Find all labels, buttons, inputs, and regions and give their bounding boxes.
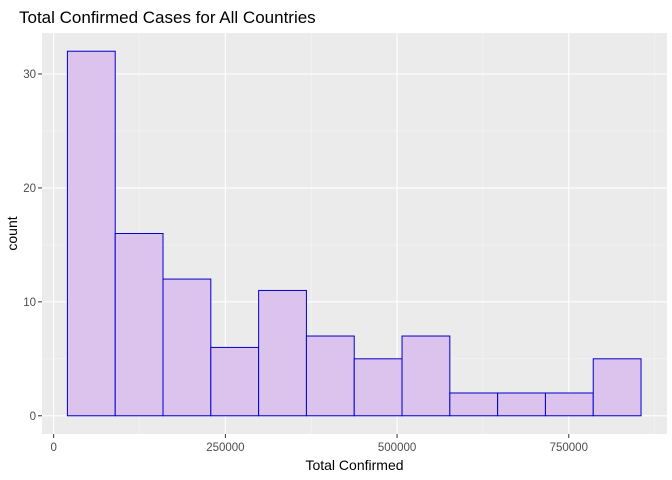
histogram-bar: [66, 50, 116, 417]
x-tick-label: 0: [50, 442, 56, 454]
histogram-bar: [497, 392, 546, 417]
x-tick-label: 250000: [206, 442, 244, 454]
histogram-bar: [305, 335, 355, 417]
y-tick-label: 30: [23, 69, 36, 81]
x-axis-title: Total Confirmed: [305, 457, 403, 473]
y-axis-ticks: 0 10 20 30: [23, 69, 42, 423]
histogram-bar: [592, 358, 642, 417]
y-tick-label: 0: [30, 411, 36, 423]
chart-title: Total Confirmed Cases for All Countries: [19, 8, 316, 27]
histogram-bar: [258, 289, 307, 417]
y-tick-label: 20: [23, 183, 36, 195]
x-axis-ticks: 0 250000 500000 750000: [50, 434, 588, 454]
histogram-bar: [544, 392, 594, 417]
minor-gridlines: [42, 33, 667, 434]
y-tick-label: 10: [23, 297, 36, 309]
histogram-bar: [162, 278, 212, 417]
y-axis-title: count: [4, 216, 20, 250]
histogram-bar: [210, 346, 260, 417]
histogram-bar: [401, 335, 451, 417]
histogram-bar: [353, 358, 403, 417]
x-tick-label: 750000: [550, 442, 588, 454]
histogram-bars: [66, 50, 642, 417]
histogram-bar: [449, 392, 499, 417]
x-tick-label: 500000: [378, 442, 416, 454]
histogram-bar: [114, 233, 164, 417]
